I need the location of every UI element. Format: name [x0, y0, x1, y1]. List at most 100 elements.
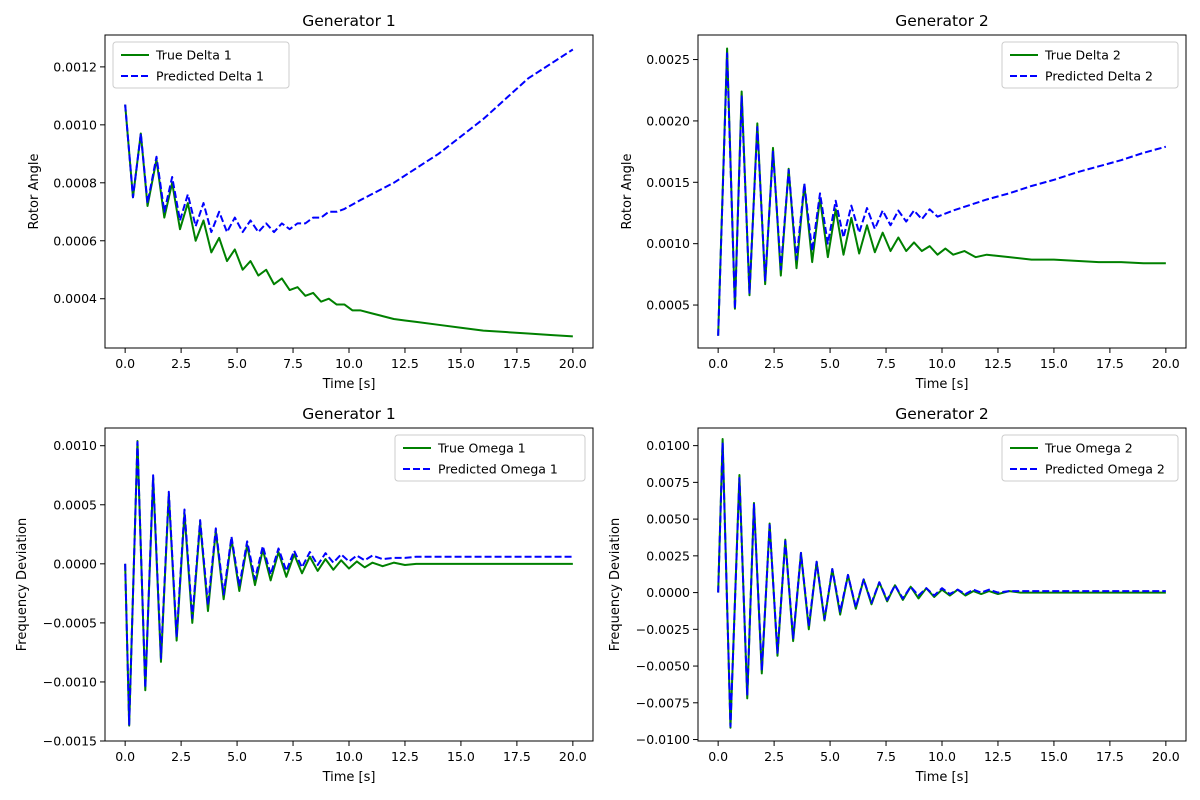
- x-tick-label: 17.5: [1096, 749, 1124, 764]
- legend-label: Predicted Omega 2: [1045, 462, 1165, 477]
- x-tick-label: 0.0: [708, 749, 728, 764]
- y-tick-label: −0.0075: [636, 695, 690, 710]
- x-tick-label: 5.0: [227, 356, 247, 371]
- chart-panel-4: 0.0 2.5 5.0 7.5 10.0 12.5 15.0 17.5 20.0 −0.0100 −…: [608, 405, 1187, 785]
- x-tick-label: 10.0: [928, 749, 956, 764]
- x-tick-label: 15.0: [447, 356, 475, 371]
- y-tick-label: 0.0100: [646, 438, 690, 453]
- x-axis-label: Time [s]: [322, 377, 376, 392]
- y-tick-label: −0.0025: [636, 622, 690, 637]
- x-tick-label: 17.5: [503, 749, 531, 764]
- x-tick-label: 20.0: [559, 749, 587, 764]
- chart-panel-1: 0.0 2.5 5.0 7.5 10.0 12.5 15.0 17.5 20.0 0.0004 0.…: [27, 12, 594, 392]
- y-tick-label: 0.0025: [646, 548, 690, 563]
- series-line-1: [124, 104, 573, 338]
- y-axis-label: Rotor Angle: [620, 154, 635, 230]
- legend: True Omega 2 Predicted Omega 2: [1001, 434, 1179, 482]
- x-axis-label: Time [s]: [322, 770, 376, 785]
- x-tick-label: 2.5: [764, 749, 784, 764]
- series-group: [717, 47, 1167, 336]
- x-tick-label: 12.5: [984, 356, 1012, 371]
- y-tick-label: −0.0050: [636, 659, 690, 674]
- y-axis-label: Rotor Angle: [27, 154, 42, 230]
- legend: True Delta 2 Predicted Delta 2: [1001, 41, 1179, 89]
- legend-box: [1001, 41, 1179, 89]
- x-tick-label: 10.0: [335, 749, 363, 764]
- y-tick-label: 0.0025: [646, 52, 690, 67]
- y-tick-label: −0.0010: [43, 674, 97, 689]
- x-tick-label: 15.0: [447, 749, 475, 764]
- x-tick-label: 12.5: [984, 749, 1012, 764]
- legend-box: [394, 434, 586, 482]
- x-tick-label: 10.0: [335, 356, 363, 371]
- x-tick-label: 17.5: [503, 356, 531, 371]
- series-group: [124, 48, 574, 338]
- y-tick-label: 0.0005: [53, 497, 97, 512]
- series-line-2: [717, 52, 1167, 336]
- series-group: [717, 438, 1166, 729]
- y-tick-label: 0.0004: [53, 291, 97, 306]
- x-tick-label: 12.5: [391, 749, 419, 764]
- x-tick-label: 7.5: [876, 749, 896, 764]
- legend-label: Predicted Delta 2: [1045, 69, 1153, 84]
- legend-label: True Delta 1: [155, 48, 232, 63]
- legend: True Omega 1 Predicted Omega 1: [394, 434, 586, 482]
- x-tick-label: 0.0: [708, 356, 728, 371]
- chart-panel-3: 0.0 2.5 5.0 7.5 10.0 12.5 15.0 17.5 20.0 −0.0015 −…: [15, 405, 594, 785]
- x-tick-label: 0.0: [115, 749, 135, 764]
- y-tick-label: 0.0075: [646, 475, 690, 490]
- legend-label: Predicted Delta 1: [156, 69, 264, 84]
- chart-panel-2: 0.0 2.5 5.0 7.5 10.0 12.5 15.0 17.5 20.0 0.0005 0.…: [620, 12, 1187, 392]
- legend-label: True Omega 2: [1044, 441, 1133, 456]
- legend-label: True Delta 2: [1044, 48, 1121, 63]
- y-tick-label: 0.0010: [53, 117, 97, 132]
- legend-box: [112, 41, 290, 89]
- x-tick-label: 2.5: [764, 356, 784, 371]
- series-line-2: [124, 48, 574, 234]
- legend-label: Predicted Omega 1: [438, 462, 558, 477]
- x-tick-label: 12.5: [391, 356, 419, 371]
- y-axis-label: Frequency Deviation: [608, 518, 623, 651]
- y-tick-label: 0.0005: [646, 298, 690, 313]
- y-tick-label: 0.0006: [53, 233, 97, 248]
- x-tick-label: 20.0: [1152, 356, 1180, 371]
- x-tick-label: 5.0: [820, 356, 840, 371]
- x-tick-label: 15.0: [1040, 356, 1068, 371]
- chart-title: Generator 1: [302, 12, 396, 30]
- y-tick-label: 0.0050: [646, 512, 690, 527]
- legend-box: [1001, 434, 1179, 482]
- legend: True Delta 1 Predicted Delta 1: [112, 41, 290, 89]
- x-tick-label: 7.5: [283, 749, 303, 764]
- y-tick-label: 0.0000: [53, 556, 97, 571]
- x-tick-label: 7.5: [876, 356, 896, 371]
- x-tick-label: 15.0: [1040, 749, 1068, 764]
- x-tick-label: 5.0: [227, 749, 247, 764]
- y-tick-label: −0.0015: [43, 734, 97, 749]
- y-tick-label: 0.0010: [53, 438, 97, 453]
- chart-title: Generator 2: [895, 12, 989, 30]
- x-tick-label: 20.0: [559, 356, 587, 371]
- series-line-2: [717, 441, 1166, 728]
- x-tick-label: 0.0: [115, 356, 135, 371]
- x-axis-label: Time [s]: [915, 770, 969, 785]
- chart-title: Generator 2: [895, 405, 989, 423]
- x-axis-label: Time [s]: [915, 377, 969, 392]
- y-tick-label: 0.0020: [646, 113, 690, 128]
- x-tick-label: 7.5: [283, 356, 303, 371]
- x-tick-label: 10.0: [928, 356, 956, 371]
- x-tick-label: 5.0: [820, 749, 840, 764]
- y-tick-label: −0.0100: [636, 732, 690, 747]
- y-tick-label: 0.0010: [646, 236, 690, 251]
- x-tick-label: 17.5: [1096, 356, 1124, 371]
- chart-title: Generator 1: [302, 405, 396, 423]
- y-tick-label: 0.0008: [53, 175, 97, 190]
- x-tick-label: 2.5: [171, 749, 191, 764]
- y-tick-label: 0.0012: [53, 59, 97, 74]
- y-axis-label: Frequency Deviation: [15, 518, 30, 651]
- y-tick-label: −0.0005: [43, 615, 97, 630]
- x-tick-label: 20.0: [1152, 749, 1180, 764]
- y-tick-label: 0.0000: [646, 585, 690, 600]
- legend-label: True Omega 1: [437, 441, 526, 456]
- series-group: [124, 439, 573, 727]
